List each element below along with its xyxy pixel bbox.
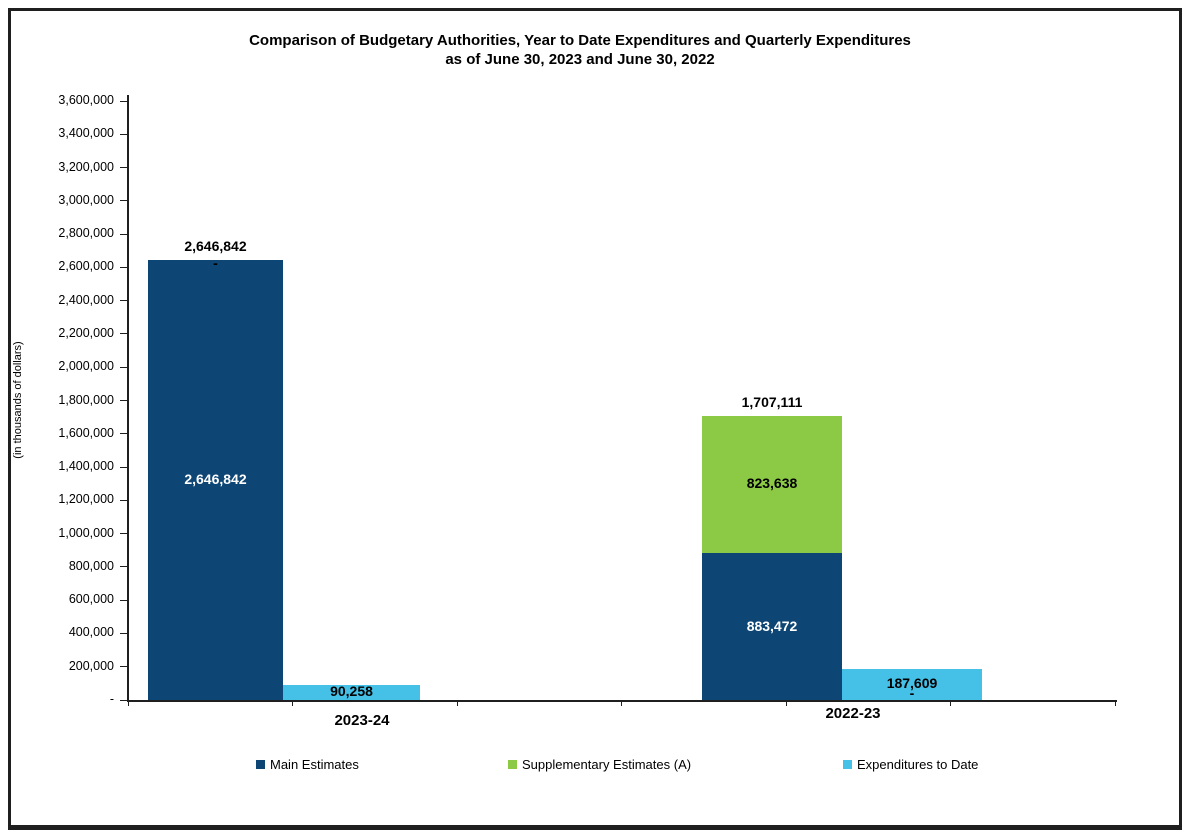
x-tick bbox=[621, 702, 622, 706]
legend-item: Expenditures to Date bbox=[843, 757, 978, 772]
chart-title-line1: Comparison of Budgetary Authorities, Yea… bbox=[249, 32, 911, 49]
x-axis-line bbox=[127, 700, 1117, 702]
y-tick-label: 1,800,000 bbox=[58, 392, 114, 407]
x-category-label: 2022-23 bbox=[825, 705, 881, 722]
y-tick-label: 600,000 bbox=[68, 592, 114, 607]
y-tick-label: 1,000,000 bbox=[58, 525, 114, 540]
y-tick bbox=[120, 167, 128, 169]
y-tick-label: 1,400,000 bbox=[58, 459, 114, 474]
y-axis-title: (in thousands of dollars) bbox=[12, 341, 24, 459]
y-tick-label: 200,000 bbox=[68, 658, 114, 673]
y-tick bbox=[120, 100, 128, 102]
y-tick-label: 3,200,000 bbox=[58, 159, 114, 174]
y-tick bbox=[120, 533, 128, 535]
y-tick-label: 400,000 bbox=[68, 625, 114, 640]
legend-label: Main Estimates bbox=[270, 757, 359, 772]
legend-label: Expenditures to Date bbox=[857, 757, 979, 772]
chart-border bbox=[8, 8, 1182, 830]
stack-total-label: 2,646,842 bbox=[184, 237, 247, 254]
y-tick bbox=[120, 400, 128, 401]
bar-expenditures-to-date bbox=[283, 684, 420, 700]
legend-label: Supplementary Estimates (A) bbox=[522, 757, 692, 772]
x-category-label: 2023-24 bbox=[334, 712, 390, 729]
legend-item: Main Estimates bbox=[256, 757, 359, 772]
x-tick bbox=[292, 702, 293, 706]
supplementary-estimates-zero-label: - bbox=[213, 254, 218, 271]
x-tick bbox=[950, 702, 951, 706]
bar-main-estimates bbox=[148, 259, 283, 700]
bar-expenditures-to-date bbox=[842, 668, 982, 700]
y-tick bbox=[120, 466, 128, 468]
legend-swatch-icon bbox=[843, 760, 852, 769]
y-tick bbox=[120, 599, 128, 601]
y-tick bbox=[120, 632, 128, 634]
x-tick bbox=[457, 702, 458, 706]
y-tick-label: 1,600,000 bbox=[58, 425, 114, 440]
chart-title-line2: as of June 30, 2023 and June 30, 2022 bbox=[445, 51, 715, 68]
x-tick bbox=[786, 702, 787, 706]
y-tick-label: 2,200,000 bbox=[58, 325, 114, 340]
y-tick-label: 1,200,000 bbox=[58, 492, 114, 507]
y-tick-label: 2,800,000 bbox=[58, 226, 114, 241]
y-tick bbox=[120, 699, 128, 701]
legend-swatch-icon bbox=[256, 760, 265, 769]
y-tick bbox=[120, 333, 128, 335]
y-tick-label: 800,000 bbox=[68, 558, 114, 573]
y-tick bbox=[120, 133, 128, 135]
y-tick-label: 2,000,000 bbox=[58, 359, 114, 374]
legend-swatch-icon bbox=[508, 760, 517, 769]
x-tick bbox=[128, 702, 129, 706]
y-tick-label: 2,400,000 bbox=[58, 292, 114, 307]
y-tick-label: 3,600,000 bbox=[58, 93, 114, 107]
y-tick bbox=[120, 200, 128, 202]
y-axis-line bbox=[127, 95, 129, 702]
y-tick bbox=[120, 666, 128, 668]
expenditures-to-date-label: 187,609 bbox=[886, 675, 938, 692]
main-estimates-label: 2,646,842 bbox=[184, 470, 247, 487]
y-tick bbox=[120, 366, 128, 368]
y-tick-label: - bbox=[109, 692, 114, 706]
x-tick bbox=[1115, 702, 1116, 706]
y-tick-label: 3,000,000 bbox=[58, 192, 114, 207]
chart-title: Comparison of Budgetary Authorities, Yea… bbox=[0, 31, 1160, 69]
y-tick-label: 2,600,000 bbox=[58, 259, 114, 274]
y-tick-label: 3,400,000 bbox=[58, 126, 114, 141]
y-tick bbox=[120, 433, 128, 435]
y-tick bbox=[120, 266, 128, 268]
stack-total-label: 1,707,111 bbox=[741, 393, 803, 410]
y-tick bbox=[120, 499, 128, 501]
expenditures-zero-label: - bbox=[909, 685, 915, 701]
bar-main-estimates bbox=[702, 553, 842, 700]
y-tick bbox=[120, 566, 128, 568]
supplementary-estimates-label: 823,638 bbox=[746, 475, 798, 492]
y-tick bbox=[120, 300, 128, 302]
bar-supplementary-estimates bbox=[702, 415, 842, 553]
expenditures-to-date-label: 90,258 bbox=[330, 683, 373, 700]
legend-item: Supplementary Estimates (A) bbox=[508, 757, 691, 772]
y-tick bbox=[120, 233, 128, 235]
main-estimates-label: 883,472 bbox=[746, 617, 798, 634]
